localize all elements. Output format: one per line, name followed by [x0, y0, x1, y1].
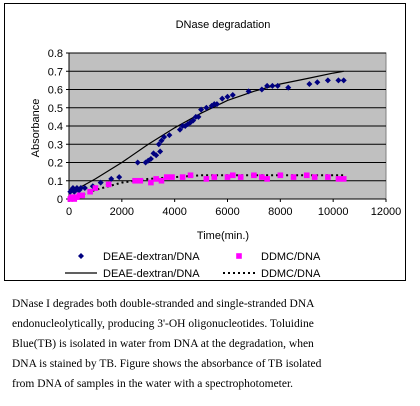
data-point	[203, 104, 210, 111]
chart: DNase degradation Absorbance Time(min.) …	[30, 19, 402, 280]
data-point	[79, 192, 86, 199]
caption-line: DNA is stained by TB. Figure shows the a…	[12, 358, 322, 370]
data-point	[190, 117, 197, 124]
data-point	[274, 82, 281, 89]
x-tick-label: 0	[66, 206, 72, 218]
legend-label: DDMC/DNA	[261, 268, 321, 280]
data-point	[264, 82, 271, 89]
caption-line: Blue(TB) is isolated in water from DNA a…	[12, 338, 314, 350]
data-point	[277, 172, 284, 179]
series-line	[68, 174, 344, 200]
caption-line: from DNA of samples in the water with a …	[12, 378, 294, 390]
y-tick-label: 0.7	[48, 66, 63, 78]
data-point	[187, 172, 194, 179]
data-point	[157, 148, 164, 155]
y-axis-label: Absorbance	[30, 99, 42, 158]
x-tick-label: 2000	[110, 206, 134, 218]
data-point	[325, 174, 331, 180]
data-point	[161, 133, 168, 140]
data-point	[285, 84, 292, 91]
data-point	[158, 137, 165, 144]
data-point	[87, 188, 93, 195]
y-tick-label: 0.1	[48, 176, 63, 188]
figure-caption: DNase I degrades both double-stranded an…	[12, 294, 412, 394]
data-point	[77, 185, 84, 192]
data-point	[245, 88, 252, 95]
data-point	[92, 185, 99, 191]
figure-frame: DNase degradation Absorbance Time(min.) …	[4, 3, 406, 281]
data-point	[335, 176, 342, 182]
data-point	[169, 174, 175, 180]
data-point	[303, 172, 310, 179]
data-point	[148, 179, 154, 186]
y-tick-label: 0.5	[48, 103, 63, 115]
data-point	[166, 132, 173, 139]
data-point	[153, 152, 160, 159]
data-point	[108, 175, 115, 182]
data-point	[213, 101, 220, 108]
data-point	[211, 174, 218, 180]
data-point	[153, 176, 159, 182]
data-point	[137, 177, 144, 184]
legend-label: DDMC/DNA	[261, 251, 321, 263]
data-point	[237, 174, 244, 180]
data-point	[311, 174, 318, 180]
chart-title: DNase degradation	[176, 19, 271, 31]
data-point	[179, 174, 186, 180]
data-point	[105, 181, 112, 188]
y-tick-label: 0.3	[48, 139, 63, 151]
data-point	[229, 91, 236, 98]
legend-marker	[236, 253, 242, 259]
data-point	[163, 174, 170, 180]
data-point	[340, 77, 347, 84]
x-tick-label: 4000	[162, 206, 186, 218]
plot-area: 0 0.1 0.2 0.3 0.4 0.5 0.6 0.7 0.8 0 2000 4000 6000 80…	[48, 48, 402, 218]
y-tick-label: 0.8	[48, 48, 63, 60]
data-point	[324, 77, 331, 84]
data-point	[116, 174, 123, 181]
data-point	[314, 79, 321, 86]
x-tick-label: 10000	[318, 206, 349, 218]
y-tick-label: 0.2	[48, 158, 63, 170]
legend-marker	[78, 253, 84, 259]
data-point	[132, 177, 138, 184]
data-point	[81, 185, 88, 192]
data-point	[269, 82, 276, 89]
data-point	[251, 172, 257, 179]
x-axis-label: Time(min.)	[197, 230, 249, 242]
data-point	[306, 81, 313, 88]
data-point	[264, 176, 270, 182]
data-point	[258, 86, 265, 93]
data-point	[229, 172, 236, 179]
y-tick-label: 0	[57, 194, 63, 206]
data-point	[147, 155, 154, 162]
x-tick-label: 8000	[268, 206, 292, 218]
data-point	[158, 177, 165, 184]
data-point	[219, 95, 226, 102]
caption-line: DNase I degrades both double-stranded an…	[12, 298, 315, 310]
data-point	[340, 176, 347, 182]
caption-line: endonucleolytically, producing 3'-OH oli…	[12, 318, 314, 330]
data-point	[335, 77, 342, 84]
legend-label: DEAE-dextran/DNA	[103, 251, 200, 263]
x-tick-label: 6000	[215, 206, 239, 218]
data-point	[224, 174, 231, 180]
y-tick-label: 0.6	[48, 85, 63, 97]
data-point	[290, 174, 297, 180]
data-point	[198, 106, 205, 113]
data-point	[224, 93, 231, 100]
data-point	[155, 141, 162, 148]
data-point	[97, 179, 104, 186]
legend-label: DEAE-dextran/DNA	[103, 268, 200, 280]
y-tick-label: 0.4	[48, 121, 63, 133]
data-point	[259, 174, 265, 180]
legend: DEAE-dextran/DNA DDMC/DNA DEAE-dextran/DNA…	[65, 251, 321, 280]
x-tick-label: 12000	[371, 206, 402, 218]
data-point	[203, 176, 210, 182]
data-point	[195, 113, 202, 120]
data-point	[134, 159, 141, 166]
